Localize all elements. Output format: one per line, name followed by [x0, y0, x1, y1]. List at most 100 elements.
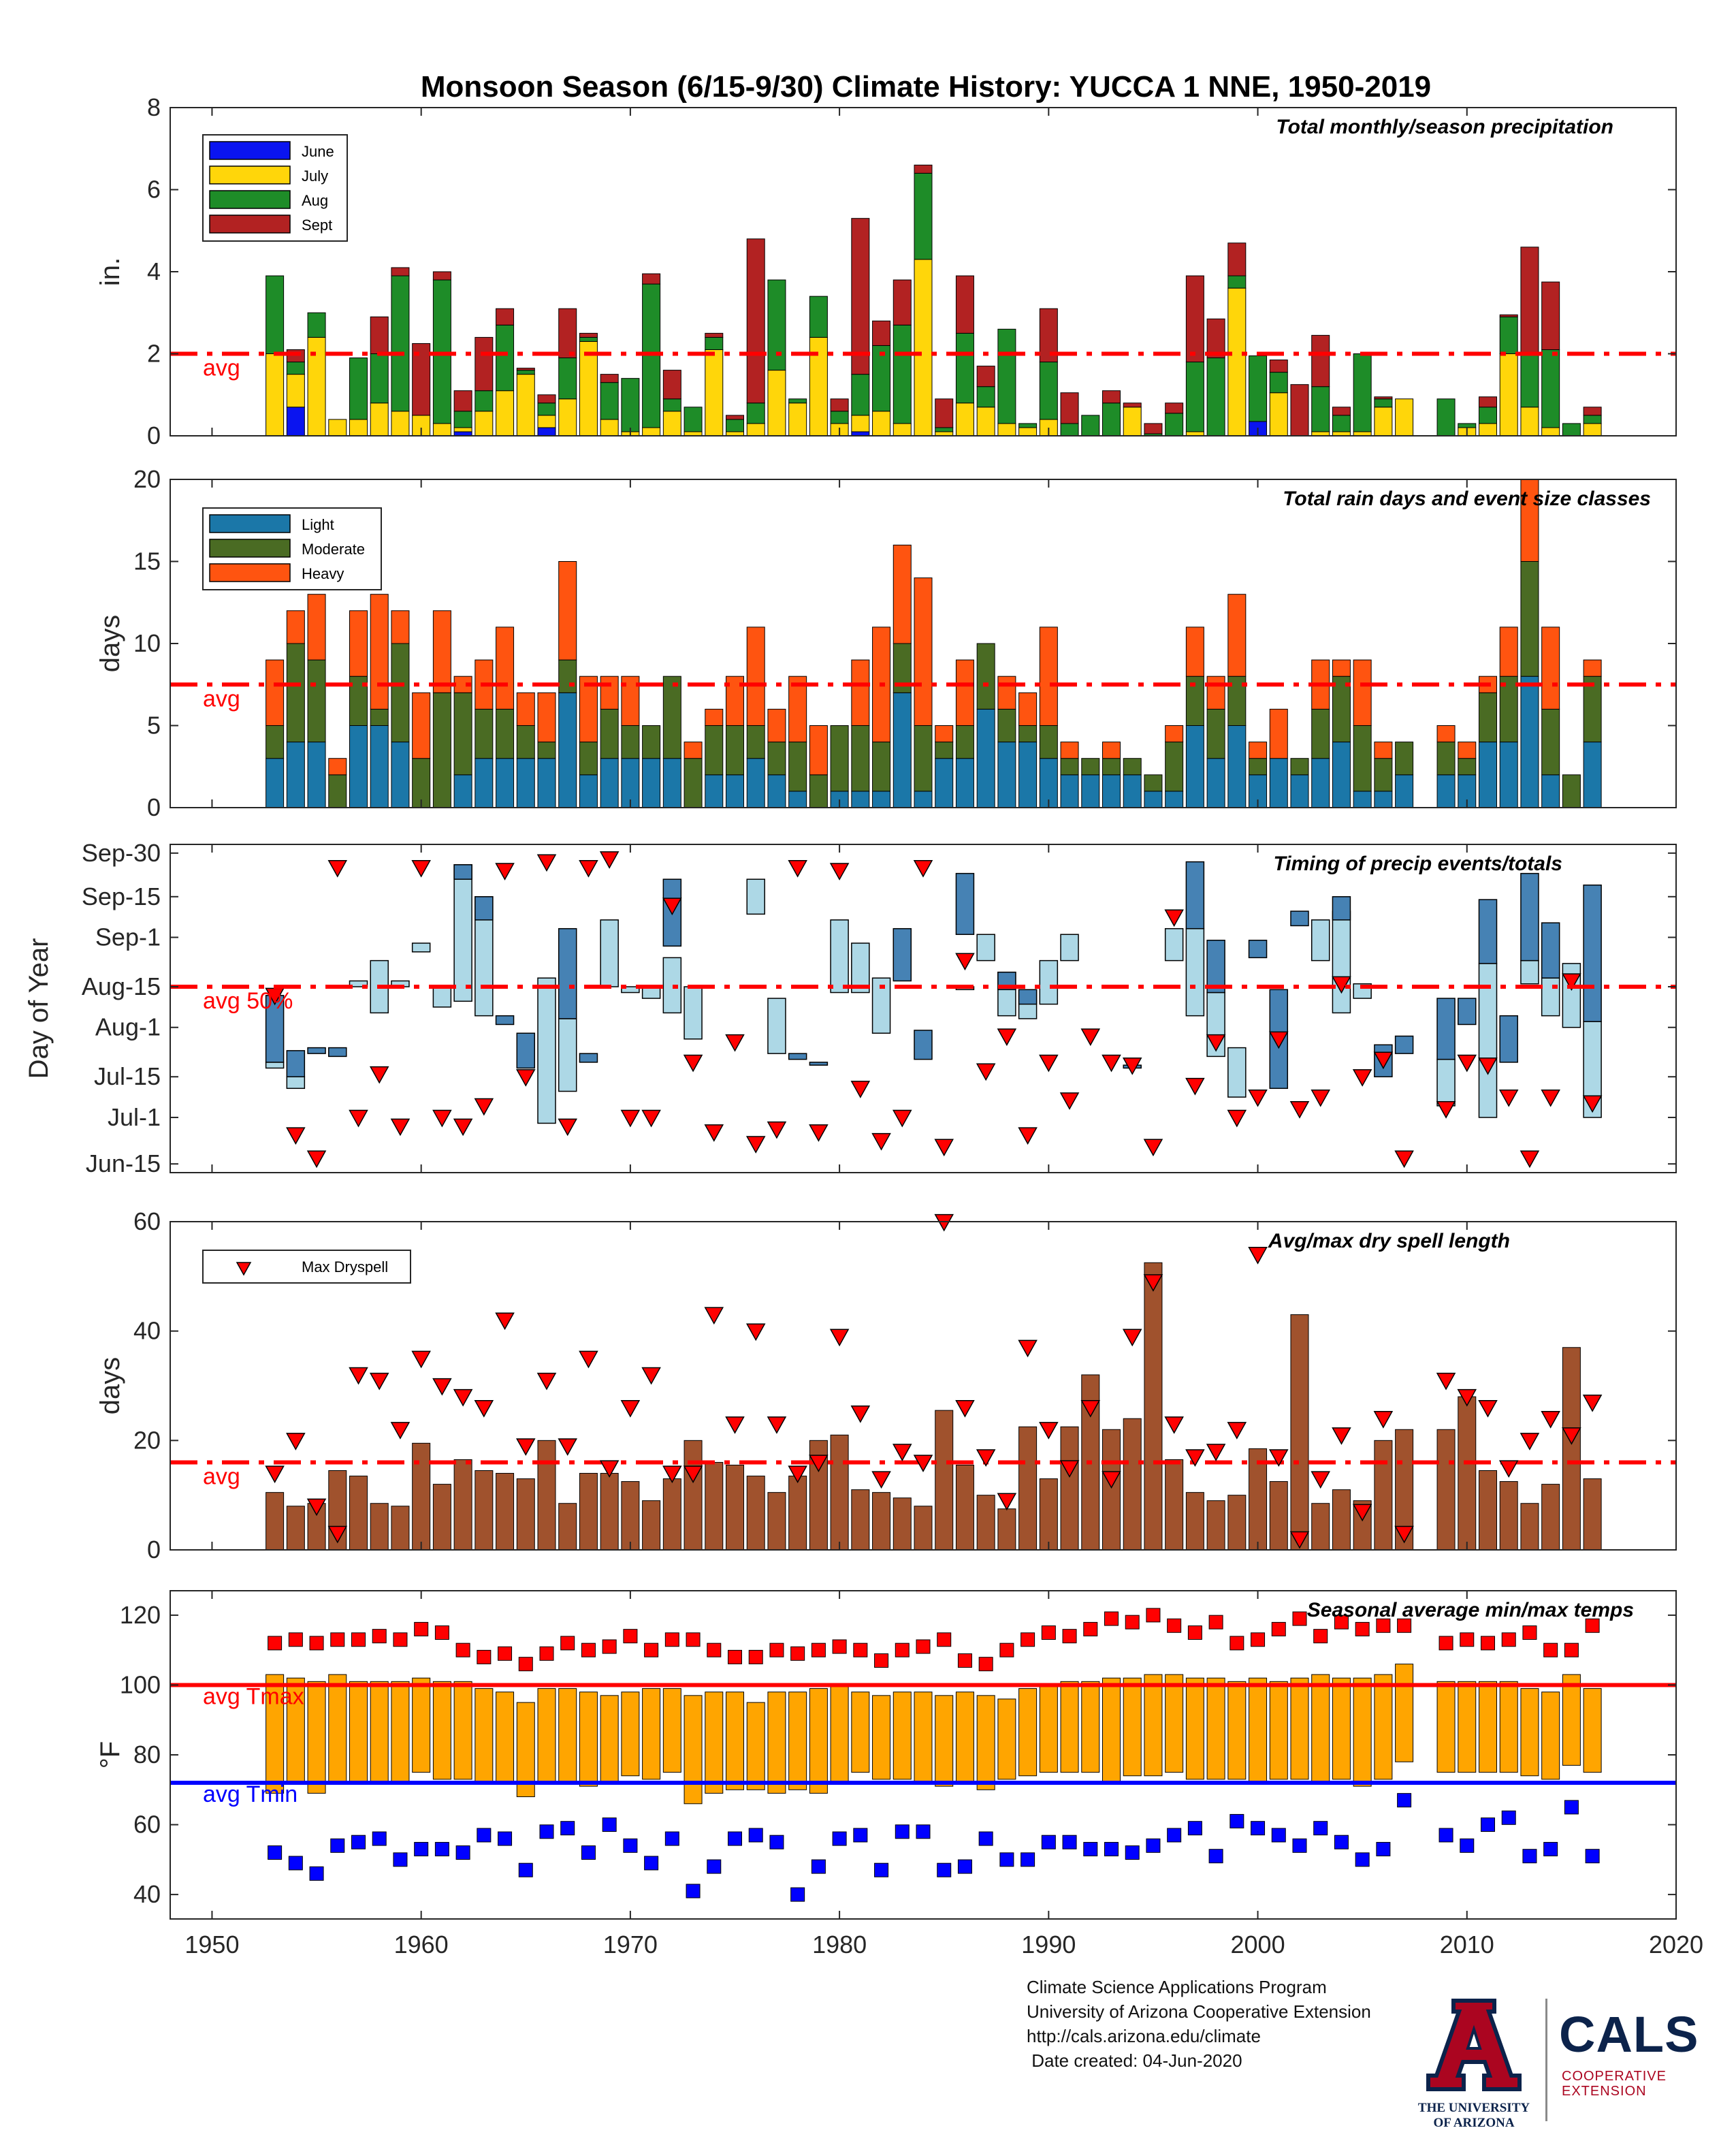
precip-bar-segment	[1332, 415, 1351, 432]
x-tick-label: 1950	[184, 1931, 239, 1958]
rain-days-bar-segment	[286, 742, 305, 808]
timing-box-late	[1520, 872, 1539, 962]
rain-days-bar-segment	[872, 791, 891, 808]
timing-box-late	[265, 995, 285, 1063]
temp-range-bar	[1562, 1674, 1581, 1766]
precip-bar-segment	[1562, 423, 1581, 436]
dry-spell-bar	[1499, 1481, 1518, 1551]
average-label: avg	[203, 355, 240, 381]
precip-bar-segment	[432, 271, 451, 281]
max-marker	[1311, 1089, 1330, 1107]
max-marker	[1080, 1399, 1101, 1418]
precip-bar-segment	[914, 172, 933, 260]
rain-days-bar-segment	[370, 708, 389, 727]
precip-bar-segment	[1583, 415, 1602, 424]
timing-box-early	[1562, 963, 1581, 1028]
min-temp-marker	[1020, 1852, 1035, 1867]
cals-logo[interactable]: CALS	[1559, 2006, 1699, 2063]
precip-bar-segment	[453, 390, 472, 412]
precip-bar-segment	[1479, 396, 1497, 408]
max-marker	[997, 1493, 1017, 1511]
rain-days-bar-segment	[1165, 725, 1184, 743]
precip-bar-segment	[726, 415, 744, 420]
temp-range-bar	[496, 1692, 515, 1783]
precip-bar-segment	[642, 427, 661, 436]
max-marker	[1248, 1089, 1268, 1107]
dry-spell-bar	[1520, 1503, 1539, 1551]
max-marker	[286, 1433, 306, 1450]
precip-bar-segment	[976, 386, 995, 408]
max-marker	[1478, 1399, 1498, 1418]
rain-days-bar-segment	[1541, 626, 1560, 710]
rain-days-bar-segment	[496, 626, 515, 710]
precip-bar-segment	[349, 358, 368, 420]
rain-days-bar-segment	[307, 594, 326, 661]
max-marker	[306, 1150, 327, 1169]
y-tick-label: Sep-15	[82, 883, 161, 910]
credit-block: Climate Science Applications Program Uni…	[1027, 1975, 1371, 2073]
precip-bar-segment	[893, 279, 912, 326]
precip-bar-segment	[830, 398, 849, 412]
rain-days-bar-segment	[1227, 594, 1247, 677]
y-axis-label: Day of Year	[24, 938, 54, 1079]
dry-spell-bar	[1541, 1484, 1560, 1551]
rain-days-bar-segment	[328, 758, 347, 776]
max-temp-marker	[1438, 1636, 1453, 1651]
max-marker	[683, 1054, 703, 1073]
min-temp-marker	[1251, 1821, 1266, 1836]
timing-box-early	[432, 986, 452, 1008]
precip-bar-segment	[516, 374, 535, 436]
credit-link[interactable]: http://cals.arizona.edu/climate	[1027, 2026, 1261, 2046]
rain-days-bar-segment	[1060, 742, 1079, 759]
rain-days-bar-segment	[1520, 561, 1539, 677]
rain-days-bar-segment	[955, 725, 974, 759]
temp-range-bar	[851, 1692, 870, 1773]
precip-bar-segment	[600, 374, 619, 383]
dry-spell-bar	[1583, 1478, 1602, 1551]
precip-bar-segment	[1395, 398, 1414, 436]
temp-range-bar	[558, 1688, 577, 1783]
temp-range-bar	[307, 1681, 326, 1794]
university-of-arizona-logo[interactable]	[1416, 1994, 1532, 2110]
precip-bar-segment	[1060, 423, 1079, 436]
max-temp-marker	[1125, 1615, 1140, 1630]
rain-days-bar-segment	[746, 725, 765, 759]
max-marker	[1457, 1388, 1477, 1407]
temp-range-bar	[1165, 1674, 1184, 1773]
rain-days-bar-segment	[1081, 758, 1100, 776]
temp-range-bar	[475, 1688, 494, 1783]
y-tick-label: Aug-15	[82, 972, 161, 1000]
rain-days-bar-segment	[496, 758, 515, 808]
rain-days-bar-segment	[286, 643, 305, 743]
dry-spell-bar	[1269, 1481, 1288, 1551]
rain-days-bar-segment	[1290, 758, 1309, 776]
dry-spell-bar	[642, 1500, 661, 1551]
panel-title: Avg/max dry spell length	[1268, 1230, 1510, 1252]
max-temp-marker	[1229, 1636, 1244, 1651]
rain-days-bar-segment	[997, 708, 1016, 743]
temp-range-bar	[1269, 1681, 1288, 1780]
max-marker	[327, 859, 348, 878]
precip-bar-segment	[726, 419, 744, 432]
temp-range-bar	[349, 1681, 368, 1783]
rain-days-bar-segment	[1353, 791, 1372, 808]
max-marker	[1102, 1471, 1121, 1489]
min-temp-marker	[560, 1821, 575, 1836]
rain-days-bar-segment	[1206, 676, 1225, 710]
rain-days-bar-segment	[1018, 742, 1038, 808]
min-temp-marker	[1376, 1841, 1391, 1856]
max-temp-marker	[268, 1636, 283, 1651]
rain-days-bar-segment	[579, 774, 598, 808]
y-tick-label: 20	[133, 465, 161, 493]
max-marker	[516, 1069, 536, 1087]
rain-days-bar-segment	[516, 692, 535, 726]
precip-bar-segment	[1060, 392, 1079, 424]
precip-bar-segment	[788, 398, 807, 404]
precip-bar-segment	[830, 411, 849, 424]
max-marker	[579, 1350, 598, 1369]
precip-bar-segment	[746, 402, 765, 424]
precip-bar-segment	[453, 411, 472, 428]
rain-days-bar-segment	[453, 774, 472, 808]
panel-title: Total rain days and event size classes	[1283, 488, 1651, 510]
rain-days-bar-segment	[1541, 708, 1560, 776]
